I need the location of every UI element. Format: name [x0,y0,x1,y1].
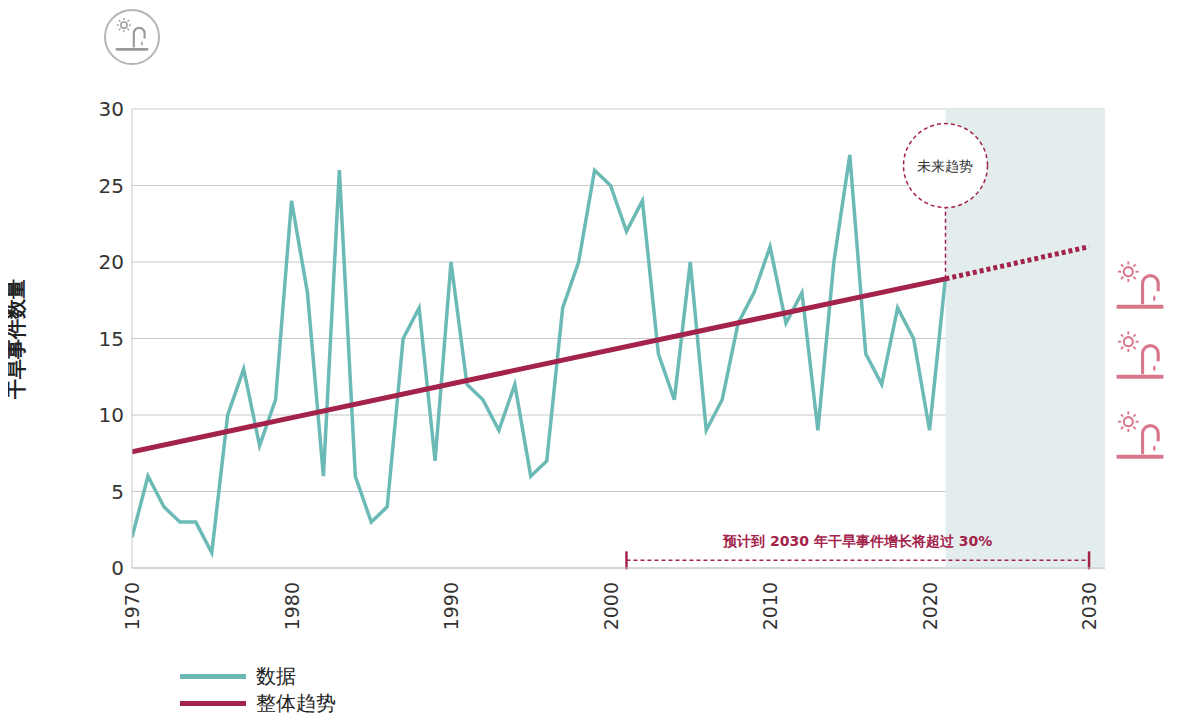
svg-text:未来趋势: 未来趋势 [917,158,973,174]
svg-text:2020: 2020 [919,582,941,630]
svg-text:25: 25 [99,174,124,198]
svg-text:0: 0 [111,556,124,580]
svg-text:1980: 1980 [281,582,303,630]
svg-text:10: 10 [99,403,124,427]
svg-text:2010: 2010 [759,582,781,630]
html-text:整体趋势: 整体趋势 [256,691,336,715]
svg-text:预计到 2030 年干旱事件增长将超过 30%: 预计到 2030 年干旱事件增长将超过 30% [722,533,992,549]
svg-text:5: 5 [111,480,124,504]
svg-text:1990: 1990 [440,582,462,630]
svg-text:1970: 1970 [121,582,143,630]
svg-text:30: 30 [99,97,124,121]
svg-text:干旱事件数量: 干旱事件数量 [8,279,28,400]
svg-text:2000: 2000 [600,582,622,630]
svg-text:15: 15 [99,327,124,351]
html-text:数据: 数据 [256,664,296,688]
svg-text:20: 20 [99,250,124,274]
svg-text:2030: 2030 [1078,582,1100,630]
